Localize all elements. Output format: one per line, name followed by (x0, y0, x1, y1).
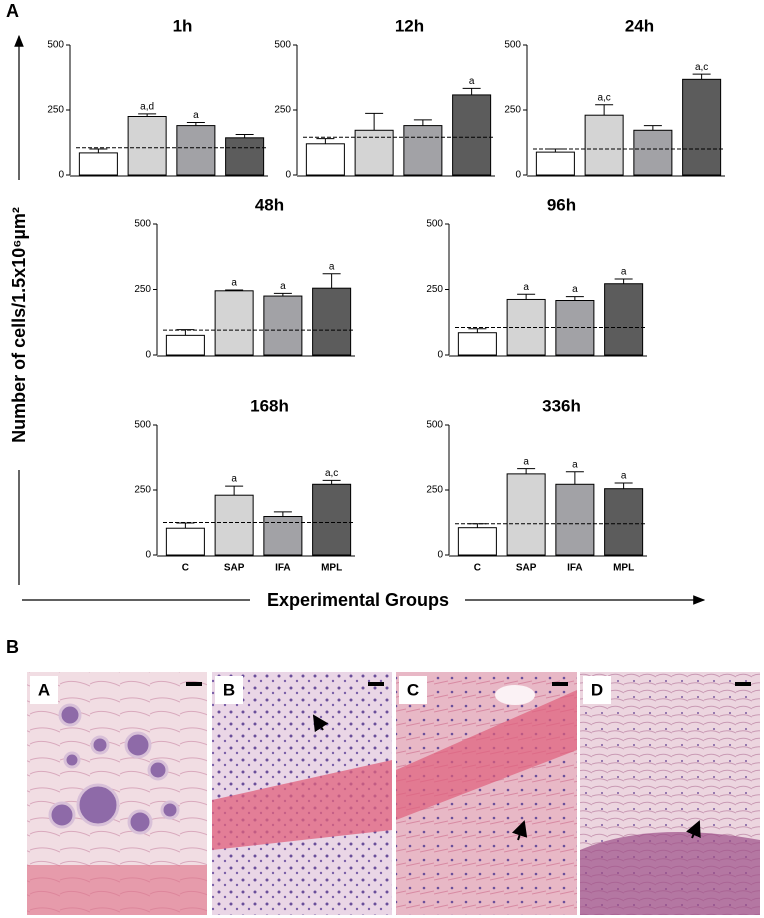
y-tick-label: 0 (145, 550, 151, 561)
image-label: D (591, 680, 603, 699)
bar (633, 129, 673, 176)
annotation: a (193, 110, 199, 121)
y-tick-label: 500 (134, 219, 151, 230)
bar (78, 152, 118, 176)
annotation: a (329, 261, 335, 272)
annotation: a,c (597, 92, 610, 103)
muscle (27, 865, 207, 915)
bar (506, 473, 546, 556)
histology-panel: A B C D (27, 672, 760, 915)
y-tick-label: 500 (426, 219, 443, 230)
annotation: a,d (140, 102, 154, 113)
annotation: a (621, 471, 627, 482)
bar (604, 283, 644, 356)
muscle (396, 690, 577, 820)
annotation: a (231, 474, 237, 485)
y-tick-label: 0 (437, 350, 443, 361)
y-tick-label: 500 (47, 40, 64, 51)
bar (263, 295, 303, 356)
annotation: a (572, 459, 578, 470)
x-tick-label: MPL (613, 563, 634, 574)
chart-title: 48h (255, 195, 284, 214)
bar (403, 125, 443, 176)
bar (312, 483, 352, 556)
y-tick-label: 250 (134, 485, 151, 496)
image-label: B (223, 680, 235, 699)
x-tick-label: C (182, 563, 189, 574)
bar (584, 114, 624, 176)
bar (127, 116, 167, 176)
chart-title: 168h (250, 396, 289, 415)
chart-title: 12h (395, 16, 424, 35)
y-tick-label: 250 (426, 485, 443, 496)
scale-bars (186, 682, 751, 686)
annotation: a (523, 456, 529, 467)
adipocyte (495, 685, 535, 705)
chart-title: 24h (625, 16, 654, 35)
bar (506, 298, 546, 356)
bar (354, 129, 394, 176)
hair-follicles (48, 703, 180, 835)
annotation: a (572, 284, 578, 295)
bar (225, 137, 265, 176)
bar (165, 334, 205, 356)
arrows (312, 714, 701, 841)
chart-title: 96h (547, 195, 576, 214)
annotation: a (469, 76, 475, 87)
x-tick-label: SAP (224, 563, 245, 574)
y-tick-label: 0 (145, 350, 151, 361)
y-tick-label: 500 (426, 420, 443, 431)
x-axis-label: Experimental Groups (267, 590, 449, 610)
image-label: A (38, 680, 50, 699)
annotation: a (280, 281, 286, 292)
bar (214, 290, 254, 356)
y-tick-label: 500 (504, 40, 521, 51)
annotation: a (621, 267, 627, 278)
x-tick-label: C (474, 563, 481, 574)
bar (165, 527, 205, 556)
annotation: a (231, 278, 237, 289)
y-tick-label: 0 (285, 170, 291, 181)
x-tick-label: MPL (321, 563, 342, 574)
y-tick-label: 250 (274, 105, 291, 116)
x-tick-label: IFA (275, 563, 291, 574)
bar (555, 483, 595, 556)
infiltrate (580, 832, 760, 915)
y-tick-label: 0 (515, 170, 521, 181)
chart-title: 1h (173, 16, 193, 35)
chart-title: 336h (542, 396, 581, 415)
annotation: a,c (325, 468, 338, 479)
x-tick-label: IFA (567, 563, 583, 574)
y-axis-label: Number of cells/1.5x10⁶µm² (9, 207, 29, 443)
bar (214, 494, 254, 556)
y-tick-label: 250 (426, 284, 443, 295)
bar (535, 151, 575, 176)
y-tick-label: 250 (47, 105, 64, 116)
bar (312, 287, 352, 356)
annotation: a (523, 282, 529, 293)
y-tick-label: 0 (58, 170, 64, 181)
bar (457, 332, 497, 356)
bar (457, 527, 497, 556)
y-tick-label: 250 (134, 284, 151, 295)
panel-label: A (6, 1, 19, 21)
y-tick-label: 0 (437, 550, 443, 561)
bar (452, 94, 492, 176)
panel-label: B (6, 637, 19, 657)
image-label: C (407, 680, 419, 699)
bar (604, 488, 644, 556)
muscle (212, 760, 392, 850)
x-tick-label: SAP (516, 563, 537, 574)
y-tick-label: 500 (274, 40, 291, 51)
y-tick-label: 500 (134, 420, 151, 431)
bar (305, 143, 345, 176)
bar (682, 78, 722, 176)
bar (176, 125, 216, 176)
image-labels (30, 676, 611, 704)
annotation: a,c (695, 62, 708, 73)
y-tick-label: 250 (504, 105, 521, 116)
